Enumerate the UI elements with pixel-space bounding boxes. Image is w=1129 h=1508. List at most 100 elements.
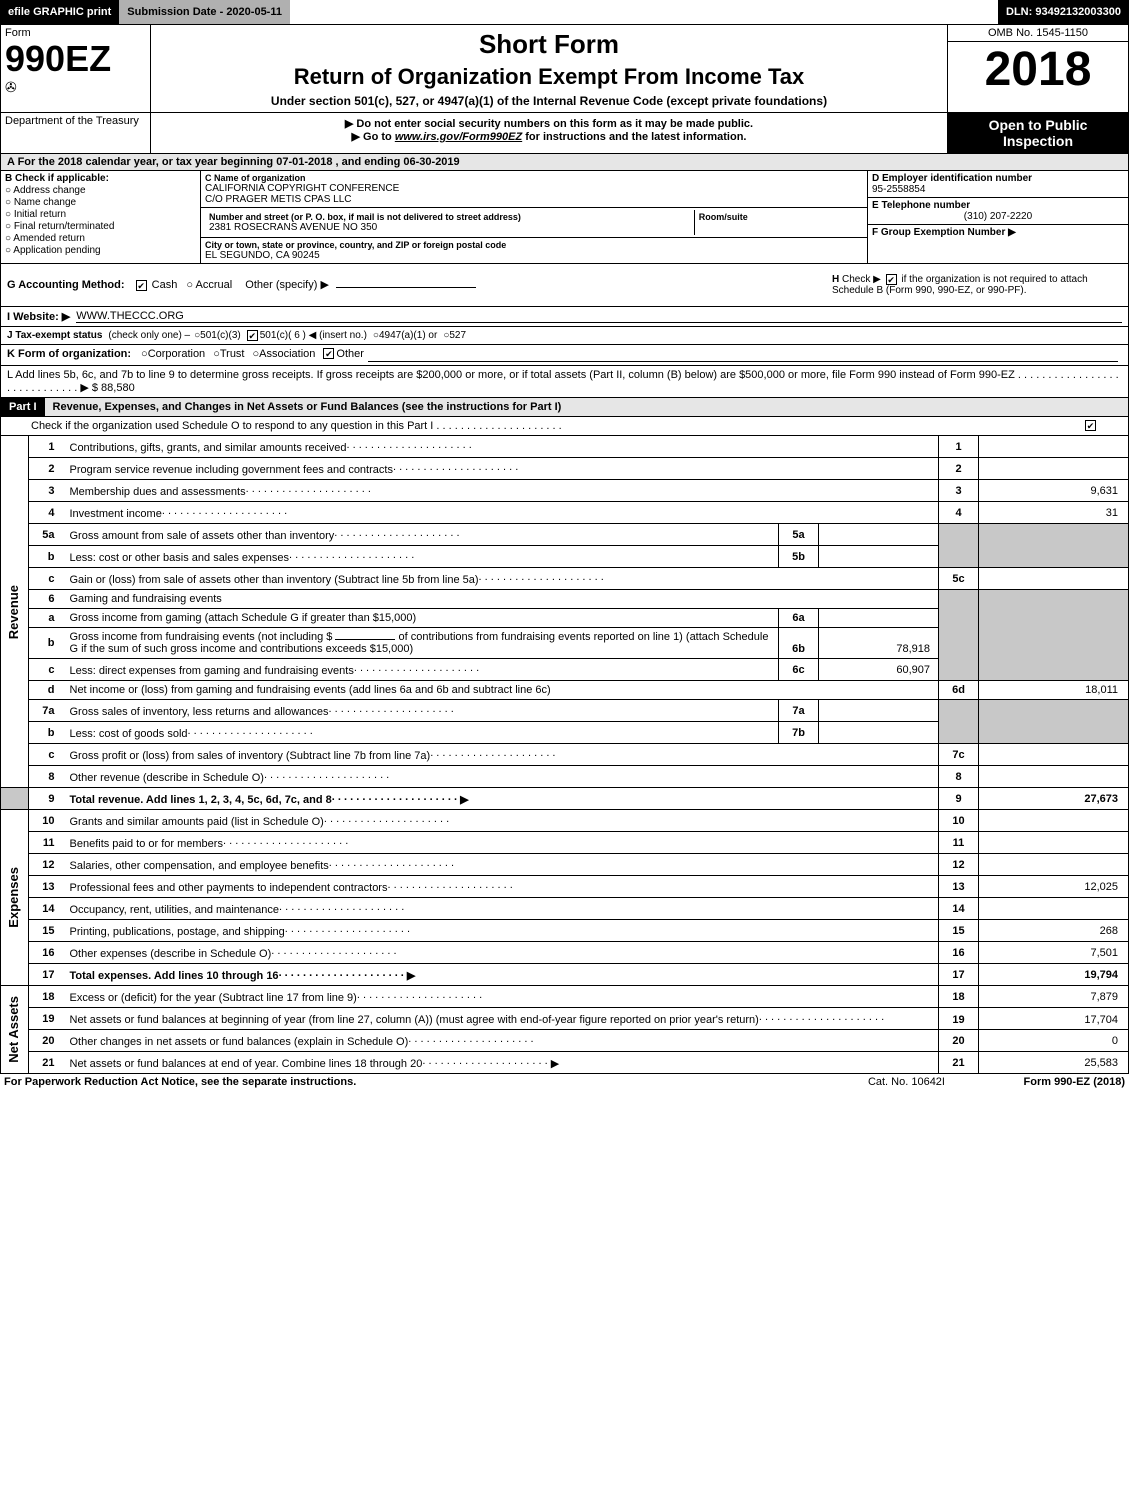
form-number: 990EZ <box>5 41 146 77</box>
line-20: 20 Other changes in net assets or fund b… <box>1 1030 1129 1052</box>
l18-val: 7,879 <box>979 986 1129 1008</box>
l4-n: 4 <box>29 502 65 524</box>
l2-d: Program service revenue including govern… <box>65 458 939 480</box>
j-501c-check[interactable] <box>247 330 258 341</box>
opt-final-return[interactable]: Final return/terminated <box>5 221 196 232</box>
period-mid: , and ending <box>336 156 404 168</box>
l16-num: 16 <box>939 942 979 964</box>
street-label: Number and street (or P. O. box, if mail… <box>209 212 690 222</box>
l15-num: 15 <box>939 920 979 942</box>
l7b-subn: 7b <box>779 722 819 744</box>
line-5c: c Gain or (loss) from sale of assets oth… <box>1 568 1129 590</box>
g-cash-check[interactable] <box>136 280 147 291</box>
l11-d: Benefits paid to or for members <box>65 832 939 854</box>
header-center: Short Form Return of Organization Exempt… <box>151 25 948 112</box>
l15-val: 268 <box>979 920 1129 942</box>
line-13: 13 Professional fees and other payments … <box>1 876 1129 898</box>
l5-shade-num <box>939 524 979 568</box>
opt-address-change[interactable]: Address change <box>5 185 196 196</box>
line-6: 6 Gaming and fundraising events <box>1 590 1129 609</box>
revenue-side-label: Revenue <box>1 436 29 788</box>
l7c-val <box>979 744 1129 766</box>
l21-num: 21 <box>939 1052 979 1074</box>
l4-d: Investment income <box>65 502 939 524</box>
opt-application-pending[interactable]: Application pending <box>5 245 196 256</box>
l14-val <box>979 898 1129 920</box>
line-6d: d Net income or (loss) from gaming and f… <box>1 681 1129 700</box>
k-other-check[interactable] <box>323 348 334 359</box>
website-value[interactable]: WWW.THECCC.ORG <box>76 310 1122 323</box>
goto-post: for instructions and the latest informat… <box>522 131 746 143</box>
l8-val <box>979 766 1129 788</box>
part-i-check[interactable] <box>1085 420 1096 431</box>
l7a-subv <box>819 700 939 722</box>
opt-name-change[interactable]: Name change <box>5 197 196 208</box>
goto-line: Go to www.irs.gov/Form990EZ for instruct… <box>161 130 937 143</box>
l9-val: 27,673 <box>979 788 1129 810</box>
l21-n: 21 <box>29 1052 65 1074</box>
tax-year: 2018 <box>948 42 1128 99</box>
l6a-subn: 6a <box>779 609 819 628</box>
city-row: City or town, state or province, country… <box>201 238 867 263</box>
ein-row: D Employer identification number 95-2558… <box>868 171 1128 198</box>
k-assoc: Association <box>259 348 315 362</box>
line-10: Expenses 10 Grants and similar amounts p… <box>1 810 1129 832</box>
l9-d: Total revenue. Add lines 1, 2, 3, 4, 5c,… <box>65 788 939 810</box>
l14-num: 14 <box>939 898 979 920</box>
l6b-subn: 6b <box>779 628 819 659</box>
opt-amended-return[interactable]: Amended return <box>5 233 196 244</box>
l18-num: 18 <box>939 986 979 1008</box>
l14-d: Occupancy, rent, utilities, and maintena… <box>65 898 939 920</box>
efile-print[interactable]: efile GRAPHIC print <box>0 0 119 24</box>
l5b-n: b <box>29 546 65 568</box>
k-other-fill[interactable] <box>368 348 1118 362</box>
g-accrual: Accrual <box>196 279 233 291</box>
line-11: 11 Benefits paid to or for members 11 <box>1 832 1129 854</box>
l5c-num: 5c <box>939 568 979 590</box>
l7b-d: Less: cost of goods sold <box>65 722 779 744</box>
line-16: 16 Other expenses (describe in Schedule … <box>1 942 1129 964</box>
l4-num: 4 <box>939 502 979 524</box>
ein-value: 95-2558854 <box>872 184 1124 195</box>
line-21: 21 Net assets or fund balances at end of… <box>1 1052 1129 1074</box>
period-end: 06-30-2019 <box>403 156 459 168</box>
g-other-fill[interactable] <box>336 274 476 288</box>
l17-val: 19,794 <box>979 964 1129 986</box>
part-i-title: Revenue, Expenses, and Changes in Net As… <box>45 398 1128 416</box>
l10-num: 10 <box>939 810 979 832</box>
box-b: B Check if applicable: Address change Na… <box>1 171 201 263</box>
org-name-label: C Name of organization <box>205 173 863 183</box>
omb-number: OMB No. 1545-1150 <box>948 25 1128 42</box>
opt-initial-return[interactable]: Initial return <box>5 209 196 220</box>
row-i: I Website: ▶ WWW.THECCC.ORG <box>0 307 1129 327</box>
form-header: Form 990EZ ✇ Short Form Return of Organi… <box>0 24 1129 113</box>
dln: DLN: 93492132003300 <box>998 0 1129 24</box>
subheader: Department of the Treasury Do not enter … <box>0 113 1129 154</box>
line-2: 2 Program service revenue including gove… <box>1 458 1129 480</box>
l12-n: 12 <box>29 854 65 876</box>
topbar: efile GRAPHIC print Submission Date - 20… <box>0 0 1129 24</box>
h-checkbox[interactable] <box>886 274 897 285</box>
l7c-n: c <box>29 744 65 766</box>
l8-n: 8 <box>29 766 65 788</box>
l1-val <box>979 436 1129 458</box>
l13-n: 13 <box>29 876 65 898</box>
l5-shade-val <box>979 524 1129 568</box>
k-label: K Form of organization: <box>7 348 131 362</box>
line-14: 14 Occupancy, rent, utilities, and maint… <box>1 898 1129 920</box>
l16-n: 16 <box>29 942 65 964</box>
l5a-n: 5a <box>29 524 65 546</box>
l4-val: 31 <box>979 502 1129 524</box>
line-3: 3 Membership dues and assessments 3 9,63… <box>1 480 1129 502</box>
l5b-subv <box>819 546 939 568</box>
l2-n: 2 <box>29 458 65 480</box>
l6b-n: b <box>29 628 65 659</box>
org-name: CALIFORNIA COPYRIGHT CONFERENCE <box>205 183 863 194</box>
l5b-d: Less: cost or other basis and sales expe… <box>65 546 779 568</box>
l6a-n: a <box>29 609 65 628</box>
footer-center: Cat. No. 10642I <box>868 1076 945 1088</box>
footer-right: Form 990-EZ (2018) <box>945 1076 1125 1088</box>
l1-d: Contributions, gifts, grants, and simila… <box>65 436 939 458</box>
l5a-subn: 5a <box>779 524 819 546</box>
irs-link[interactable]: www.irs.gov/Form990EZ <box>395 131 522 143</box>
